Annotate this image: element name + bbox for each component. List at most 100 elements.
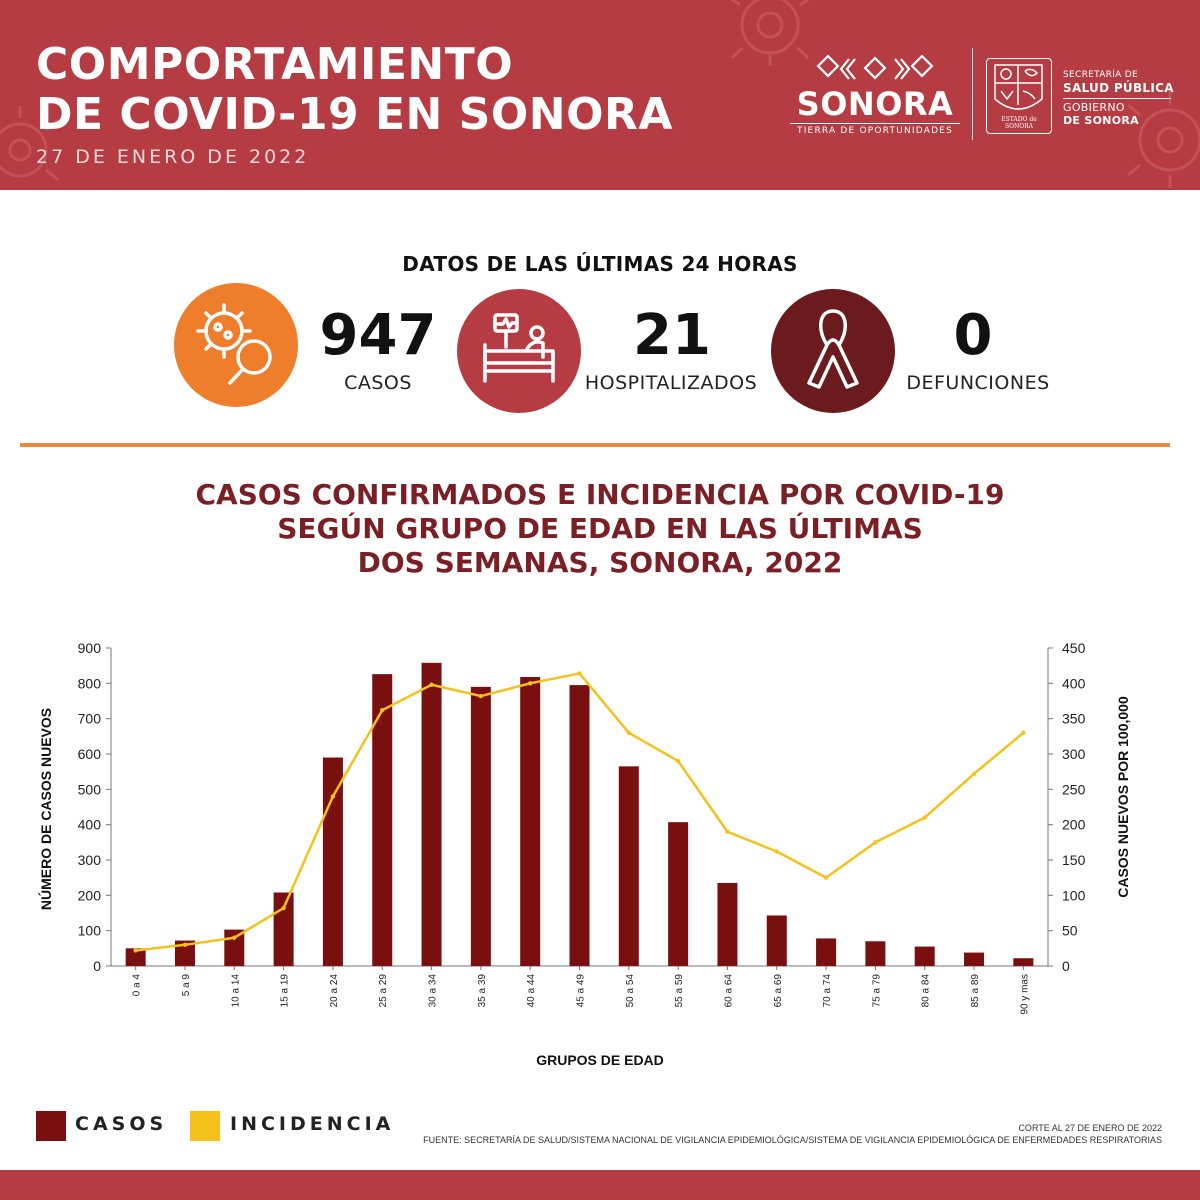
legend-label-cases: CASOS	[75, 1113, 168, 1135]
x-tick-label: 20 a 24	[329, 974, 340, 1008]
x-tick-label: 65 a 69	[773, 974, 784, 1008]
footer-source: FUENTE: SECRETARÍA DE SALUD/SISTEMA NACI…	[423, 1135, 1162, 1145]
incidencia-point	[1021, 730, 1026, 735]
y2-tick-label: 300	[1062, 746, 1086, 762]
incidencia-point	[626, 730, 632, 735]
x-axis-label: GRUPOS DE EDAD	[536, 1052, 664, 1068]
hospitalized-label: HOSPITALIZADOS	[584, 372, 758, 394]
gov-line-3: GOBIERNO	[1063, 101, 1125, 114]
incidencia-point	[478, 693, 484, 699]
bar-casos	[470, 686, 491, 966]
y2-tick-label: 150	[1062, 852, 1086, 868]
hospitalized-icon-circle	[457, 289, 581, 413]
y2-tick-label: 350	[1062, 711, 1086, 727]
legend-swatch-incidence	[190, 1111, 220, 1141]
chart-title-line-2: SEGÚN GRUPO DE EDAD EN LAS ÚLTIMAS	[277, 512, 923, 545]
bar-casos	[1013, 958, 1034, 966]
y-tick-label: 100	[78, 923, 102, 939]
x-tick-label: 10 a 14	[230, 974, 241, 1008]
bar-casos	[816, 938, 837, 966]
y-tick-label: 0	[93, 958, 101, 974]
virus-pattern-icon	[0, 0, 1200, 188]
y2-tick-label: 450	[1062, 640, 1086, 656]
y-tick-label: 200	[78, 887, 102, 903]
x-tick-label: 90 y mas	[1019, 974, 1030, 1015]
gov-line-4: DE SONORA	[1063, 114, 1139, 127]
bar-casos	[914, 946, 935, 966]
y2-axis-label: CASOS NUEVOS POR 100,000	[1115, 696, 1131, 898]
x-tick-label: 5 a 9	[181, 974, 192, 997]
incidencia-point	[873, 840, 878, 845]
incidencia-point	[330, 794, 336, 799]
stats-title: DATOS DE LAS ÚLTIMAS 24 HORAS	[402, 252, 798, 276]
sonora-logo-tagline: TIERRA DE OPORTUNIDADES	[790, 123, 960, 136]
footer-cutoff: CORTE AL 27 DE ENERO DE 2022	[1018, 1123, 1162, 1133]
bar-casos	[569, 685, 590, 966]
x-tick-label: 0 a 4	[132, 974, 143, 997]
x-tick-label: 80 a 84	[921, 974, 932, 1008]
incidencia-point	[232, 935, 237, 940]
x-tick-label: 15 a 19	[280, 974, 291, 1008]
virus-magnifier-icon	[196, 303, 272, 385]
incidencia-point	[527, 681, 533, 686]
cases-label: CASOS	[344, 372, 412, 394]
page-title-line-1: COMPORTAMIENTO	[36, 39, 514, 90]
bar-casos	[717, 882, 738, 966]
bar-casos	[273, 892, 294, 966]
y-tick-label: 400	[78, 817, 102, 833]
incidencia-point	[675, 758, 681, 764]
y-tick-label: 300	[78, 852, 102, 868]
cases-icon-circle	[174, 283, 298, 407]
bar-casos	[322, 757, 343, 966]
incidencia-point	[281, 905, 286, 911]
x-tick-label: 75 a 79	[871, 974, 882, 1008]
incidencia-point	[577, 671, 582, 676]
chart-title-line-1: CASOS CONFIRMADOS E INCIDENCIA POR COVID…	[195, 478, 1005, 511]
gov-rule	[1063, 98, 1171, 99]
x-tick-label: 40 a 44	[526, 974, 537, 1008]
y-tick-label: 700	[78, 711, 102, 727]
y-axis-label: NÚMERO DE CASOS NUEVOS	[37, 708, 54, 910]
bar-casos	[421, 662, 442, 966]
gov-line-1: SECRETARÍA DE	[1063, 70, 1139, 80]
bar-casos	[865, 941, 886, 966]
state-seal-caption: ESTADO de SONORA	[1001, 116, 1037, 130]
chart-title-line-3: DOS SEMANAS, SONORA, 2022	[357, 546, 843, 579]
bar-casos	[618, 766, 639, 966]
incidencia-point	[725, 829, 730, 834]
page-title-line-2: DE COVID-19 EN SONORA	[36, 89, 673, 140]
government-label: SECRETARÍA DE SALUD PÚBLICA GOBIERNO DE …	[1063, 70, 1174, 128]
header-banner: COMPORTAMIENTO DE COVID-19 EN SONORA 27 …	[0, 0, 1200, 190]
logo-divider	[972, 48, 973, 140]
sonora-logo-word: SONORA	[796, 85, 954, 123]
title-block: COMPORTAMIENTO DE COVID-19 EN SONORA 27 …	[36, 39, 673, 169]
y-tick-label: 500	[78, 781, 102, 797]
deaths-icon-circle	[771, 289, 895, 413]
y2-tick-label: 0	[1062, 958, 1070, 974]
bar-casos	[224, 929, 245, 966]
y-tick-label: 600	[78, 746, 102, 762]
report-date: 27 DE ENERO DE 2022	[36, 146, 310, 168]
chart-title: CASOS CONFIRMADOS E INCIDENCIA POR COVID…	[0, 478, 1200, 580]
y-tick-label: 900	[78, 640, 102, 656]
cases-value: 947	[319, 303, 437, 368]
bar-casos	[964, 952, 985, 966]
bar-casos	[668, 822, 689, 966]
bar-casos	[174, 940, 195, 966]
x-tick-label: 35 a 39	[477, 974, 488, 1008]
x-tick-label: 55 a 59	[674, 974, 685, 1008]
x-tick-label: 45 a 49	[576, 974, 587, 1008]
sonora-logo-icon	[816, 55, 934, 80]
y2-tick-label: 50	[1062, 923, 1078, 939]
incidencia-point	[922, 815, 927, 820]
incidencia-point	[182, 942, 188, 947]
bottom-bar	[0, 1170, 1200, 1200]
incidencia-point	[429, 682, 434, 687]
legend-label-incidence: INCIDENCIA	[230, 1113, 395, 1135]
incidencia-point	[133, 948, 138, 953]
bar-casos	[766, 915, 787, 966]
hospitalized-value: 21	[633, 303, 711, 368]
deaths-value: 0	[953, 303, 993, 368]
x-tick-label: 85 a 89	[970, 974, 981, 1008]
y2-tick-label: 400	[1062, 675, 1086, 691]
